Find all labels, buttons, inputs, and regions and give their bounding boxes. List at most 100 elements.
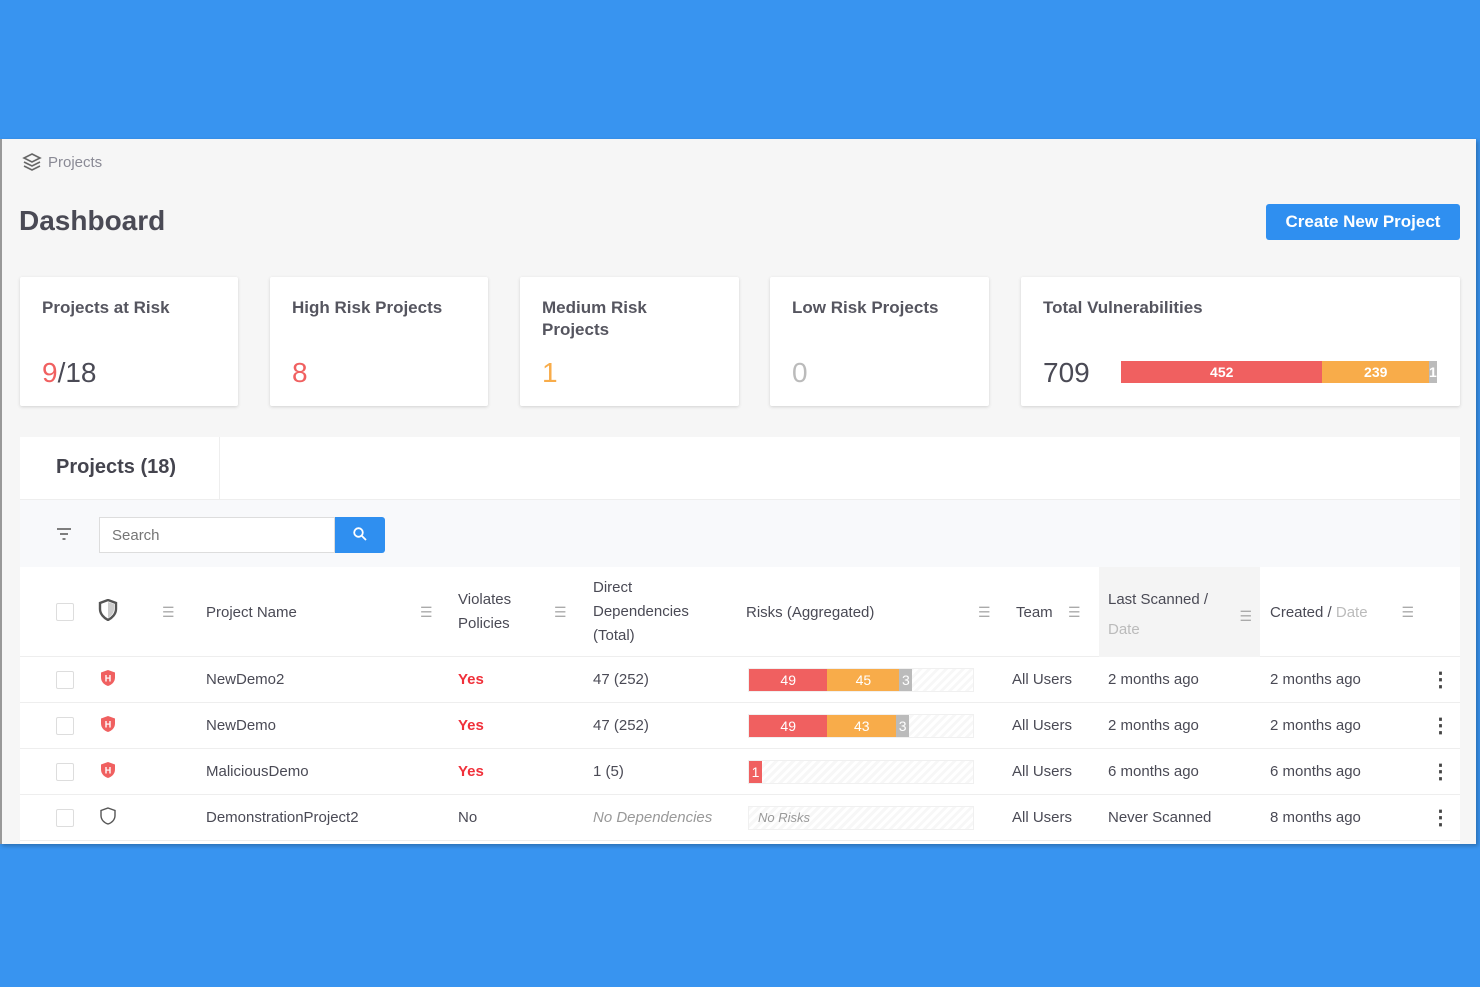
col-sublabel: Date [1335, 603, 1368, 621]
direct-dependencies: 47 (252) [593, 671, 649, 688]
violates-policies: Yes [458, 763, 484, 780]
risk-level: H [92, 715, 162, 737]
card-label: Low Risk Projects [792, 298, 939, 317]
col-label: Last Scanned / [1108, 591, 1209, 608]
card-value: 0 [792, 357, 808, 388]
risk-bar: 1 [748, 759, 974, 784]
svg-text:H: H [105, 765, 112, 775]
project-name[interactable]: NewDemo2 [206, 671, 285, 688]
project-name[interactable]: DemonstrationProject2 [206, 809, 359, 826]
no-risks-label: No Risks [758, 809, 811, 825]
team: All Users [1012, 809, 1073, 826]
filter-icon[interactable]: ☰ [978, 603, 991, 620]
row-checkbox[interactable] [20, 762, 92, 781]
col-label: Created / [1270, 603, 1332, 621]
project-name[interactable]: NewDemo [206, 717, 277, 734]
vuln-segment-medium: 239 [1322, 361, 1429, 383]
table-row[interactable]: H MaliciousDemo Yes 1 (5) 1 All Users 6 months… [20, 749, 1460, 795]
card-value: 1 [542, 357, 558, 388]
more-options-icon[interactable]: ⋮ [1430, 715, 1451, 737]
vuln-segment-low: 18 [1428, 361, 1445, 383]
risk-shield-header[interactable] [92, 598, 162, 625]
filter-icon[interactable]: ☰ [1068, 603, 1081, 620]
created: 6 months ago [1270, 763, 1361, 780]
risk-level [92, 806, 162, 829]
col-created[interactable]: Created / Date ☰ [1260, 604, 1422, 621]
risk-bar: 49 45 3 [748, 667, 974, 692]
risk-segment-low: 3 [899, 668, 913, 691]
high-risk-shield-icon: H [101, 715, 115, 732]
shield-icon [98, 598, 118, 622]
search-icon [353, 526, 367, 541]
direct-dependencies: 47 (252) [593, 717, 649, 734]
card-low-risk: Low Risk Projects 0 [770, 277, 989, 406]
violates-policies: Yes [458, 671, 484, 688]
filter-icon[interactable] [56, 528, 72, 540]
col-violates[interactable]: Violates Policies [458, 591, 512, 632]
card-total-vulnerabilities: Total Vulnerabilities 709 452 239 18 [1021, 277, 1460, 406]
breadcrumb[interactable]: Projects [22, 152, 102, 172]
created: 2 months ago [1270, 671, 1361, 688]
shield-icon [100, 806, 116, 825]
search-input[interactable] [99, 517, 335, 553]
risk-segment-low: 3 [896, 714, 910, 737]
svg-text:H: H [105, 719, 112, 729]
risks-cell: 49 43 3 [740, 713, 978, 738]
direct-dependencies: 1 (5) [593, 763, 624, 780]
high-risk-shield-icon: H [101, 761, 115, 778]
card-projects-at-risk: Projects at Risk 9/18 [20, 277, 238, 406]
last-scanned: 2 months ago [1108, 671, 1199, 688]
filter-icon[interactable]: ☰ [554, 603, 567, 620]
vulnerability-bar: 452 239 18 [1121, 361, 1445, 383]
layers-icon [22, 153, 42, 171]
filter-icon[interactable]: ☰ [1239, 608, 1252, 624]
risks-cell: 1 [740, 759, 978, 784]
svg-text:H: H [105, 673, 112, 683]
create-project-button[interactable]: Create New Project [1266, 204, 1460, 240]
col-team[interactable]: Team [1016, 603, 1053, 621]
tab-projects[interactable]: Projects (18) [20, 437, 220, 499]
risk-level: H [92, 761, 162, 783]
card-label: Projects at Risk [42, 298, 170, 317]
card-value: 9/18 [42, 357, 97, 389]
card-value: 709 [1043, 357, 1090, 388]
team: All Users [1012, 717, 1073, 734]
more-options-icon[interactable]: ⋮ [1430, 807, 1451, 829]
card-high-risk: High Risk Projects 8 [270, 277, 488, 406]
risk-segment-high: 1 [749, 760, 762, 783]
risk-segment-medium: 45 [827, 668, 900, 691]
col-direct[interactable]: Direct Dependencies (Total) [593, 579, 689, 644]
card-label: High Risk Projects [292, 298, 443, 317]
row-checkbox[interactable] [20, 670, 92, 689]
select-all-checkbox[interactable] [20, 603, 92, 621]
risks-cell: 49 45 3 [740, 667, 978, 692]
col-last-scanned[interactable]: Last Scanned / Date ☰ [1099, 567, 1260, 657]
risk-segment-high: 49 [749, 714, 828, 737]
col-project-name[interactable]: Project Name [206, 603, 297, 621]
last-scanned: 6 months ago [1108, 763, 1199, 780]
col-risks[interactable]: Risks (Aggregated) [746, 603, 875, 621]
filter-icon[interactable]: ☰ [1401, 603, 1414, 620]
table-row[interactable]: DemonstrationProject2 No No Dependencies No… [20, 795, 1460, 841]
created: 8 months ago [1270, 809, 1361, 826]
risk-level: H [92, 669, 162, 691]
toolbar [20, 499, 1460, 567]
row-checkbox[interactable] [20, 716, 92, 735]
row-checkbox[interactable] [20, 808, 92, 827]
filter-icon[interactable]: ☰ [162, 603, 175, 620]
search-button[interactable] [335, 517, 385, 553]
total-count: /18 [57, 357, 97, 388]
table-row[interactable]: H NewDemo Yes 47 (252) 49 43 3 All Users 2 month… [20, 703, 1460, 749]
risk-bar: 49 43 3 [748, 713, 974, 738]
violates-policies: Yes [458, 717, 484, 734]
card-value: 8 [292, 357, 308, 388]
last-scanned: 2 months ago [1108, 717, 1199, 734]
high-risk-shield-icon: H [101, 669, 115, 686]
filter-icon[interactable]: ☰ [420, 603, 433, 620]
more-options-icon[interactable]: ⋮ [1430, 761, 1451, 783]
project-name[interactable]: MaliciousDemo [206, 763, 309, 780]
risks-cell: No Risks [740, 805, 978, 830]
vuln-segment-high: 452 [1121, 361, 1323, 383]
more-options-icon[interactable]: ⋮ [1430, 669, 1451, 691]
table-row[interactable]: H NewDemo2 Yes 47 (252) 49 45 3 All Users 2 mont… [20, 657, 1460, 703]
